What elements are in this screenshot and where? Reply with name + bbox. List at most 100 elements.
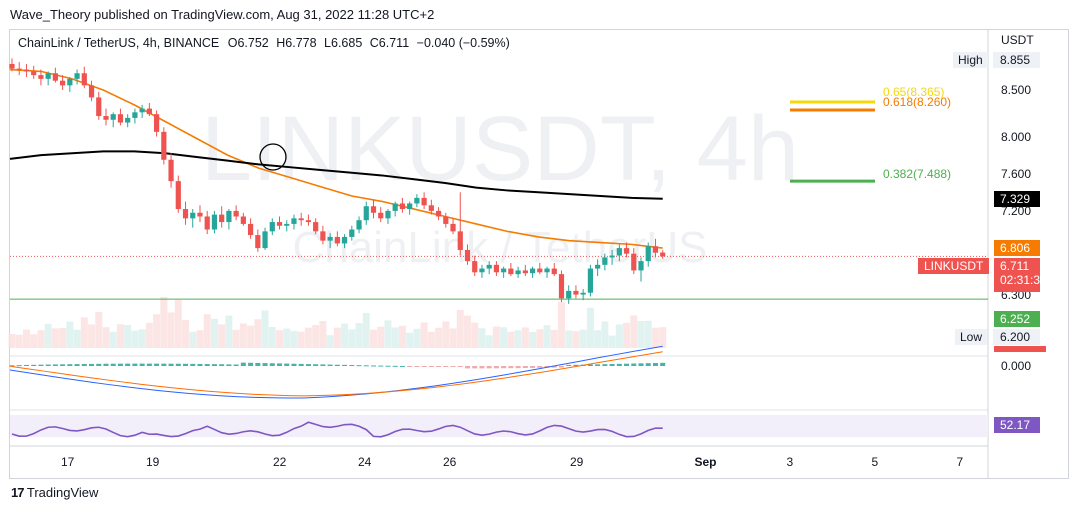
candle-body [501,268,507,273]
volume-bar [630,315,638,348]
candle-body [580,292,586,295]
macd-hist-bar [211,364,217,366]
volume-bar [210,318,218,348]
candle-body [428,205,434,211]
ohlc-change: −0.040 (−0.59%) [416,36,510,50]
volume-bar [601,321,609,348]
candle-body [652,246,659,253]
candle-body [595,264,601,269]
macd-hist-bar [154,363,160,366]
volume-bar [225,315,233,348]
volume-bar [348,329,356,348]
rsi-line [11,421,663,438]
candle-body [508,268,514,275]
volume-bar [420,322,428,348]
ma-cross-marker [259,143,287,171]
time-tick-label: 17 [61,455,75,469]
macd-hist-bar [204,364,210,366]
volume-bar [37,330,45,348]
volume-bar [384,320,392,348]
macd-hist-bar [349,365,355,367]
macd-hist-bar [67,364,73,366]
candle-body [457,231,463,250]
volume-bar [102,327,110,348]
volume-bar [398,325,406,348]
macd-hist-bar [23,364,29,366]
volume-bar [492,326,500,348]
volume-bar [456,310,464,348]
volume-bar [521,327,529,348]
macd-hist-bar [392,365,398,367]
volume-bar [557,301,565,348]
candle-body [88,85,95,98]
candle-body [616,248,622,256]
candle-body [544,268,550,273]
volume-bar [514,330,522,348]
candle-body [211,214,218,230]
volume-bar [131,330,139,348]
ohlc-open: O6.752 [227,36,269,50]
macd-hist-bar [161,363,167,366]
candle-body [609,255,615,258]
macd-hist-bar [464,366,470,369]
macd-hist-bar [9,365,15,367]
volume-bar [427,331,435,348]
volume-bar [406,332,414,348]
candle-body [117,114,124,123]
macd-hist-bar [175,363,181,366]
macd-hist-bar [566,364,572,366]
time-tick-label: 19 [146,455,160,469]
volume-bar [290,330,298,348]
ohlc-low: L6.685 [324,36,363,50]
volume-bar [254,319,262,348]
candle-body [161,131,167,160]
volume-bar [413,328,421,348]
macd-hist-bar [74,364,80,366]
candle-body [363,206,369,221]
last-price-value: 6.711 [1000,259,1030,273]
candle-body [378,212,384,219]
candle-body [132,112,138,118]
macd-hist-bar [587,364,593,366]
candle-body [182,209,189,219]
symbol-info: ChainLink / TetherUS, 4h, BINANCE O6.752… [18,36,510,50]
candle-body [631,253,637,271]
macd-hist-bar [342,364,348,366]
candle-body [602,257,608,265]
candle-body [81,73,87,86]
countdown-value: 02:31:36 [1000,273,1047,287]
candle-body [298,218,304,221]
volume-bar [283,328,291,348]
volume-bar [659,327,667,348]
candle-body [23,69,30,72]
candles-layer [9,58,666,304]
candle-body [320,231,326,241]
candle-body [255,235,261,249]
candle-body [573,290,579,295]
support-price-tag: 6.252 [994,311,1040,327]
ohlc-close: C6.711 [369,36,410,50]
macd-hist-bar [573,364,579,366]
volume-bar [579,329,587,348]
time-tick-label: 24 [358,455,372,469]
candle-body [313,222,319,232]
volume-bar [355,323,363,348]
macd-hist-bar [219,364,225,366]
candle-body [407,203,413,210]
volume-bar [485,335,493,348]
volume-bar [333,327,341,348]
time-tick-label: 5 [871,455,879,469]
volume-bar [239,323,247,348]
chart-frame [9,29,1069,479]
candle-body [74,73,80,79]
macd-hist-bar [255,362,261,366]
macd-signal-line [9,351,663,397]
macd-hist-bar [493,366,499,369]
volume-bar [615,324,623,348]
candle-body [276,222,283,226]
macd-hist-bar [183,363,189,366]
candle-body [284,223,290,226]
macd-hist-bar [472,366,478,369]
volume-bar [391,327,399,348]
